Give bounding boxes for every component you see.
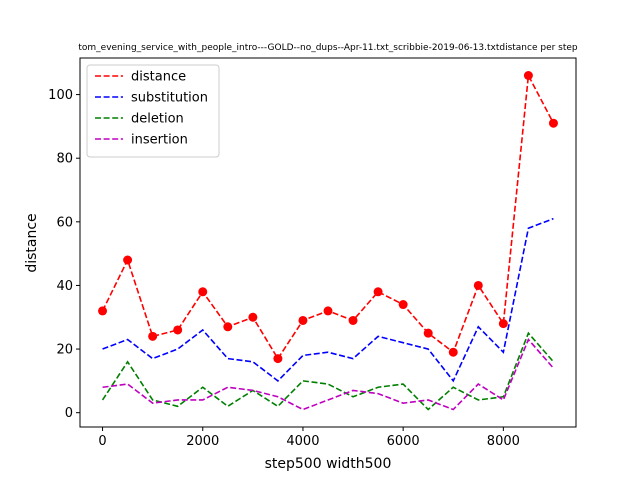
data-point-distance bbox=[448, 347, 458, 357]
x-tick-label: 6000 bbox=[387, 434, 420, 449]
legend-label-distance: distance bbox=[131, 70, 186, 85]
series-line-deletion bbox=[101, 331, 555, 411]
y-tick-label: 0 bbox=[65, 406, 73, 421]
axes-frame bbox=[79, 57, 577, 428]
data-point-distance bbox=[423, 328, 433, 338]
legend-box bbox=[86, 64, 220, 158]
data-point-distance bbox=[298, 315, 308, 325]
series-line-substitution bbox=[102, 217, 554, 383]
data-point-distance bbox=[173, 325, 183, 335]
data-point-distance bbox=[473, 280, 483, 290]
data-point-distance bbox=[348, 315, 358, 325]
data-point-distance bbox=[273, 354, 283, 364]
data-point-distance bbox=[148, 331, 158, 341]
data-point-distance bbox=[523, 71, 533, 80]
x-tick-label: 4000 bbox=[286, 434, 319, 449]
legend-label-deletion: deletion bbox=[131, 112, 184, 127]
legend: distance substitution deletion insertion bbox=[86, 64, 220, 158]
y-tick-label: 40 bbox=[56, 279, 73, 294]
data-point-distance bbox=[248, 312, 258, 322]
data-point-distance bbox=[98, 306, 108, 316]
data-point-distance bbox=[123, 255, 133, 265]
x-axis-label: step500 width500 bbox=[265, 456, 392, 472]
x-tick-label: 0 bbox=[98, 434, 106, 449]
y-tick-label: 80 bbox=[56, 152, 73, 167]
legend-label-substitution: substitution bbox=[131, 91, 208, 106]
x-tick-label: 2000 bbox=[186, 434, 219, 449]
data-point-distance bbox=[223, 322, 233, 332]
legend-label-insertion: insertion bbox=[131, 133, 188, 148]
data-point-distance bbox=[548, 118, 558, 128]
data-point-distance bbox=[373, 287, 383, 297]
y-tick-label: 60 bbox=[56, 215, 73, 230]
chart-title: tom_evening_service_with_people_intro---… bbox=[78, 43, 578, 53]
plot-area: 0 2000 4000 6000 8000 0 20 40 60 80 100 bbox=[48, 57, 577, 449]
series-line-insertion bbox=[102, 338, 555, 411]
y-tick-label: 20 bbox=[56, 343, 73, 358]
data-point-distance bbox=[498, 319, 508, 329]
x-tick-label: 8000 bbox=[487, 434, 520, 449]
data-point-distance bbox=[398, 300, 408, 310]
y-axis-label: distance bbox=[24, 213, 40, 272]
y-tick-label: 100 bbox=[48, 88, 73, 103]
data-point-distance bbox=[198, 287, 208, 297]
data-point-distance bbox=[323, 306, 333, 316]
